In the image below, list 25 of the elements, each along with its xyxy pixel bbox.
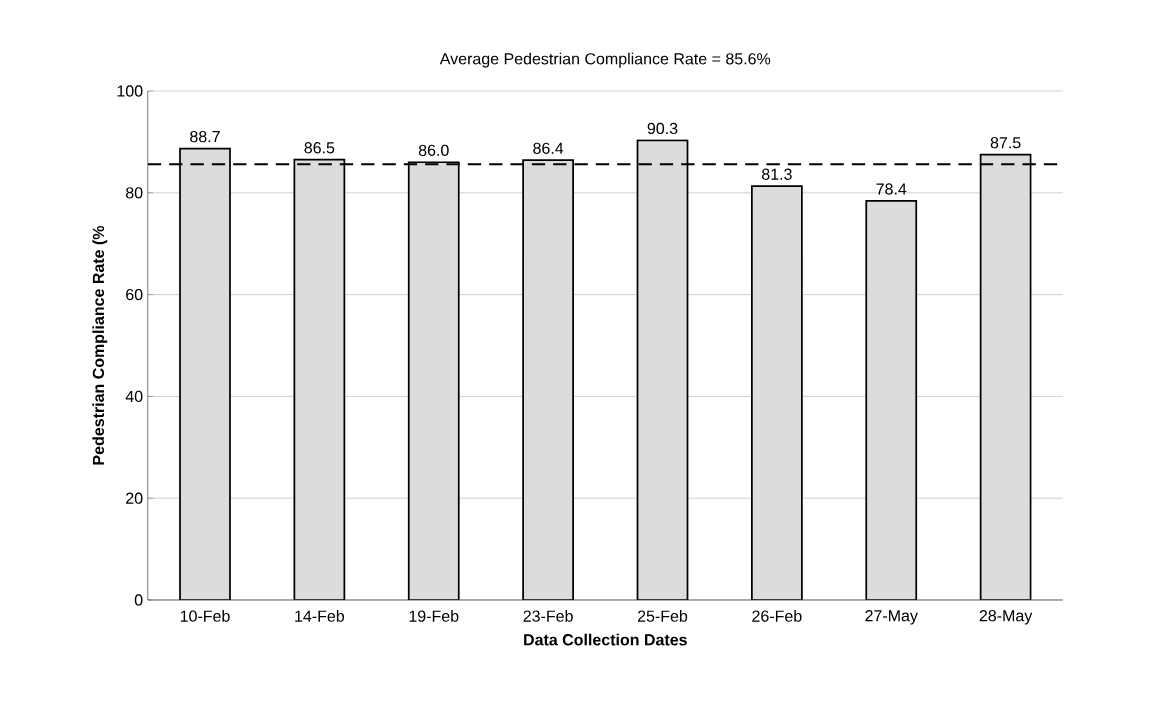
x-tick-label: 25-Feb: [637, 610, 688, 622]
data-label: 86.4: [533, 142, 564, 154]
y-tick-label: 0: [134, 594, 143, 606]
y-tick-label: 20: [126, 492, 143, 504]
data-label: 88.7: [190, 130, 220, 143]
x-tick-label: 23-Feb: [523, 610, 573, 622]
y-tick-label: 80: [125, 187, 143, 199]
data-label: 86.5: [304, 142, 335, 154]
y-axis-title: Pedestrian Compliance Rate (%: [92, 225, 108, 465]
y-tick-label: 40: [125, 390, 143, 403]
x-tick-label: 19-Feb: [409, 610, 459, 622]
data-label: 86.0: [418, 144, 449, 156]
data-label: 90.3: [647, 122, 678, 135]
y-tick-label: 60: [126, 288, 143, 301]
x-tick-label: 10-Feb: [180, 610, 230, 622]
chart-title: Average Pedestrian Compliance Rate = 85.6%: [439, 52, 771, 68]
x-tick-label: 14-Feb: [295, 610, 345, 622]
x-tick-label: 27-May: [865, 610, 918, 625]
data-label: 87.5: [990, 137, 1021, 149]
data-label: 78.4: [876, 183, 907, 195]
y-tick-label: 100: [117, 85, 143, 97]
x-tick-label: 28-May: [979, 610, 1033, 625]
data-label: 81.3: [761, 168, 792, 180]
x-axis-title: Data Collection Dates: [524, 633, 687, 646]
x-tick-label: 26-Feb: [752, 610, 802, 622]
